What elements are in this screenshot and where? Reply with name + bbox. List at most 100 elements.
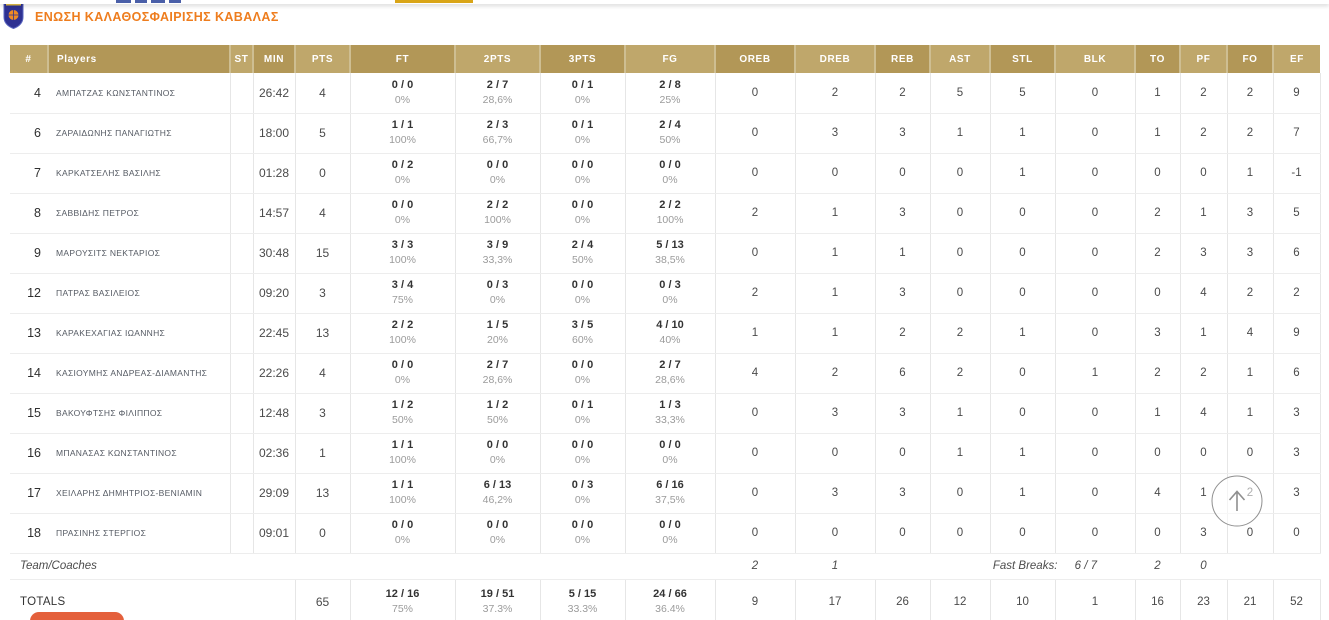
- player-row: 14 ΚΑΣΙΟΥΜΗΣ ΑΝΔΡΕΑΣ-ΔΙΑΜΑΝΤΗΣ 22:26 4 0 / 0…: [10, 353, 1321, 394]
- team-header: ΕΝΩΣΗ ΚΑΛΑΘΟΣΦΑΙΡΙΣΗΣ ΚΑΒΑΛΑΣ: [3, 0, 279, 29]
- fg-cell: 0 / 0 0%: [624, 513, 715, 554]
- 2pts-cell-pct: 28,6%: [482, 374, 513, 386]
- player-row: 12 ΠΑΤΡΑΣ ΒΑΣΙΛΕΙΟΣ 09:20 3 3 / 4 75% 0 / 3 0% 0…: [10, 273, 1321, 314]
- player-name-cell: ΣΑΒΒΙΔΗΣ ΠΕΤΡΟΣ: [48, 193, 230, 234]
- minutes-cell: 12:48: [252, 393, 295, 434]
- ef-cell: -1: [1272, 153, 1321, 194]
- fo-cell: 1: [1226, 353, 1273, 394]
- up-arrow-icon: [1211, 475, 1263, 527]
- player-row: 15 ΒΑΚΟΥΦΤΣΗΣ ΦΙΛΙΠΠΟΣ 12:48 3 1 / 2 50% 1 / 2…: [10, 393, 1321, 434]
- totals-ef-cell: 52: [1272, 579, 1321, 620]
- points-cell: 3: [294, 393, 350, 434]
- totals-stl-cell: 10: [989, 579, 1055, 620]
- 3pts-cell-pct: 0%: [574, 134, 591, 146]
- blk-cell: 0: [1054, 513, 1135, 554]
- stl-cell: 0: [989, 273, 1055, 314]
- 2pts-cell: 0 / 0 0%: [454, 433, 540, 474]
- player-row: 18 ΠΡΑΣΙΝΗΣ ΣΤΕΡΓΙΟΣ 09:01 0 0 / 0 0% 0 / 0 0% 0…: [10, 513, 1321, 554]
- pf-cell: 4: [1179, 273, 1227, 314]
- 2pts-cell: 0 / 3 0%: [454, 273, 540, 314]
- totals-blk-cell: 1: [1054, 579, 1135, 620]
- box-score-table: # Players ST MIN PTS FT 2PTS 3PTS FG OREB DREB REB A…: [10, 45, 1321, 620]
- column-header-stl: STL: [989, 45, 1055, 73]
- stl-cell: 0: [989, 513, 1055, 554]
- 3pts-cell-pct: 0%: [574, 494, 591, 506]
- scroll-to-top-button[interactable]: [1211, 475, 1263, 527]
- totals-dreb-cell: 17: [794, 579, 875, 620]
- points-cell: 4: [294, 193, 350, 234]
- fg-cell-made: 0 / 0: [659, 159, 681, 171]
- stl-cell: 1: [989, 153, 1055, 194]
- totals-row: TOTALS 65 12 / 16 75% 19 / 51 37.3% 5 / …: [10, 579, 1321, 620]
- fg-cell: 5 / 13 38,5%: [624, 233, 715, 274]
- 2pts-cell: 2 / 2 100%: [454, 193, 540, 234]
- 3pts-cell: 0 / 0 0%: [539, 433, 625, 474]
- ft-cell-made: 0 / 0: [391, 519, 414, 531]
- 3pts-cell: 0 / 0 0%: [539, 273, 625, 314]
- 2pts-cell-made: 2 / 3: [486, 119, 509, 131]
- player-number-cell: 4: [10, 73, 48, 114]
- 3pts-cell-pct: 50%: [571, 254, 593, 266]
- ft-cell-pct: 100%: [389, 494, 416, 506]
- ft-cell-pct: 100%: [389, 334, 416, 346]
- ft-cell: 1 / 1 100%: [349, 113, 455, 154]
- stl-cell: 1: [989, 473, 1055, 514]
- player-number-cell: 17: [10, 473, 48, 514]
- player-number-cell: 8: [10, 193, 48, 234]
- 2pts-cell-pct: 0%: [489, 294, 506, 306]
- 2pts-cell-made: 0 / 3: [486, 279, 509, 291]
- 3pts-cell-made: 0 / 1: [571, 399, 594, 411]
- team-coaches-empty: [350, 553, 715, 580]
- starter-cell: [229, 433, 253, 474]
- ft-cell: 3 / 3 100%: [349, 233, 455, 274]
- fg-cell-pct: 38,5%: [655, 254, 685, 266]
- 3pts-cell-made: 0 / 0: [571, 519, 594, 531]
- ft-cell: 1 / 2 50%: [349, 393, 455, 434]
- 2pts-cell: 0 / 0 0%: [454, 513, 540, 554]
- ft-cell: 0 / 0 0%: [349, 353, 455, 394]
- player-name-cell: ΧΕΙΛΑΡΗΣ ΔΗΜΗΤΡΙΟΣ-ΒΕΝΙΑΜΙΝ: [48, 473, 230, 514]
- 2pts-cell: 3 / 9 33,3%: [454, 233, 540, 274]
- ft-cell: 2 / 2 100%: [349, 313, 455, 354]
- blk-cell: 0: [1054, 233, 1135, 274]
- oreb-cell: 0: [714, 433, 795, 474]
- minutes-cell: 26:42: [252, 73, 295, 114]
- fg-cell-pct: 100%: [656, 214, 684, 226]
- blk-cell: 0: [1054, 113, 1135, 154]
- player-number-cell: 13: [10, 313, 48, 354]
- player-number-cell: 12: [10, 273, 48, 314]
- totals-ft-made: 12 / 16: [385, 588, 420, 601]
- minutes-cell: 14:57: [252, 193, 295, 234]
- fg-cell-made: 6 / 16: [656, 479, 684, 491]
- fg-cell-pct: 0%: [662, 454, 678, 466]
- ef-cell: 3: [1272, 393, 1321, 434]
- 3pts-cell-made: 0 / 1: [571, 119, 594, 131]
- ft-cell: 3 / 4 75%: [349, 273, 455, 314]
- team-fo-cell: [1227, 553, 1273, 580]
- 2pts-cell: 2 / 7 28,6%: [454, 73, 540, 114]
- dreb-cell: 0: [794, 513, 875, 554]
- ef-cell: 2: [1272, 273, 1321, 314]
- dreb-cell: 3: [794, 393, 875, 434]
- ef-cell: 6: [1272, 233, 1321, 274]
- column-header-ft: FT: [349, 45, 455, 73]
- pf-cell: 3: [1179, 233, 1227, 274]
- bottom-action-button[interactable]: [30, 612, 124, 620]
- totals-fg-made: 24 / 66: [653, 588, 687, 601]
- totals-3pts-cell: 5 / 15 33.3%: [539, 579, 625, 620]
- dreb-cell: 1: [794, 233, 875, 274]
- fg-cell: 2 / 4 50%: [624, 113, 715, 154]
- minutes-cell: 18:00: [252, 113, 295, 154]
- blk-cell: 0: [1054, 193, 1135, 234]
- active-tab-underline: [395, 0, 473, 3]
- ft-cell-pct: 0%: [394, 534, 411, 546]
- 2pts-cell-made: 2 / 7: [486, 359, 509, 371]
- player-row: 6 ΖΑΡΑΙΔΩΝΗΣ ΠΑΝΑΓΙΩΤΗΣ 18:00 5 1 / 1 100% 2 /…: [10, 113, 1321, 154]
- ft-cell-pct: 0%: [394, 374, 411, 386]
- ft-cell-made: 1 / 1: [391, 479, 414, 491]
- to-cell: 2: [1134, 353, 1180, 394]
- totals-oreb-cell: 9: [714, 579, 795, 620]
- 3pts-cell-pct: 60%: [571, 334, 593, 346]
- totals-2pts-made: 19 / 51: [480, 588, 515, 601]
- ft-cell-made: 0 / 0: [391, 78, 414, 91]
